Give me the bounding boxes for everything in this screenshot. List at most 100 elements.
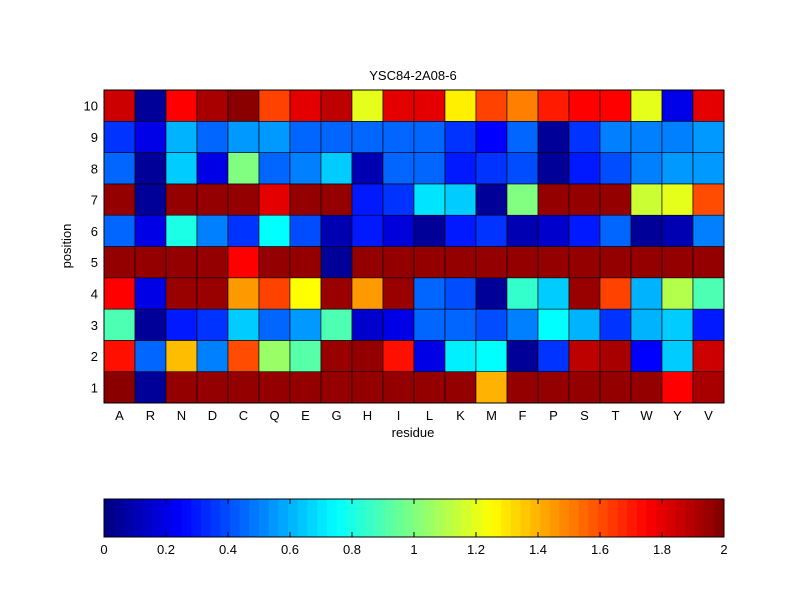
heatmap-cell	[630, 121, 663, 153]
x-tick-label: N	[177, 408, 186, 423]
heatmap-cell	[475, 371, 508, 404]
x-tick-label: Y	[673, 408, 682, 423]
heatmap-cell	[630, 183, 663, 216]
heatmap-cell	[289, 246, 322, 279]
heatmap-cell	[630, 214, 663, 247]
heatmap-cell	[103, 277, 136, 310]
heatmap-cell	[165, 214, 198, 247]
heatmap-cell	[692, 214, 725, 247]
heatmap-cell	[568, 89, 601, 122]
heatmap-cell	[630, 277, 663, 310]
heatmap-cell	[320, 246, 353, 279]
colorbar-segment	[394, 499, 405, 537]
heatmap-cell	[165, 246, 198, 279]
heatmap-cell	[444, 277, 477, 310]
heatmap-cell	[444, 152, 477, 185]
colorbar-segment	[171, 499, 182, 537]
colorbar-tick-label: 1.8	[653, 542, 671, 557]
heatmap-cell	[661, 152, 694, 185]
heatmap-cell	[692, 340, 725, 372]
heatmap-cell	[103, 371, 136, 404]
heatmap-cell	[103, 152, 136, 185]
heatmap-cell	[134, 89, 167, 122]
heatmap-cell	[289, 340, 322, 372]
heatmap-cell	[165, 152, 198, 185]
heatmap-cell	[661, 246, 694, 279]
heatmap-cell	[475, 308, 508, 341]
heatmap-cell	[320, 121, 353, 153]
colorbar-segment	[133, 499, 144, 537]
heatmap-cell	[134, 371, 167, 404]
heatmap-cell	[599, 152, 632, 185]
heatmap-cell	[413, 214, 446, 247]
heatmap-cell	[351, 277, 384, 310]
heatmap-cell	[196, 277, 229, 310]
x-tick-label: K	[456, 408, 465, 423]
heatmap-cells	[103, 89, 725, 404]
colorbar-segment	[210, 499, 221, 537]
y-tick-label: 2	[91, 349, 98, 364]
colorbar-segment	[559, 499, 570, 537]
heatmap-cell	[351, 246, 384, 279]
colorbar-segment	[675, 499, 686, 537]
colorbar-tick-label: 1.4	[529, 542, 547, 557]
heatmap-cell	[289, 308, 322, 341]
heatmap-cell	[506, 152, 539, 185]
heatmap-cell	[537, 308, 570, 341]
y-tick-label: 7	[91, 193, 98, 208]
heatmap-cell	[599, 371, 632, 404]
heatmap-cell	[258, 89, 291, 122]
heatmap-cell	[382, 89, 415, 122]
colorbar-segment	[404, 499, 415, 537]
colorbar-segment	[481, 499, 492, 537]
heatmap-cell	[196, 214, 229, 247]
heatmap-cell	[506, 214, 539, 247]
heatmap-cell	[134, 214, 167, 247]
heatmap-cell	[413, 152, 446, 185]
colorbar-segment	[549, 499, 560, 537]
heatmap-cell	[506, 308, 539, 341]
heatmap-cell	[103, 121, 136, 153]
colorbar-segment	[598, 499, 609, 537]
heatmap-cell	[413, 121, 446, 153]
x-tick-label: D	[208, 408, 217, 423]
colorbar-tick-label: 0.2	[157, 542, 175, 557]
heatmap-cell	[103, 89, 136, 122]
heatmap-cell	[320, 89, 353, 122]
colorbar-segment	[607, 499, 618, 537]
heatmap-cell	[537, 183, 570, 216]
colorbar-tick-label: 0.4	[219, 542, 237, 557]
colorbar-segment	[297, 499, 308, 537]
heatmap-cell	[599, 277, 632, 310]
colorbar-segment	[152, 499, 163, 537]
heatmap-cell	[537, 277, 570, 310]
heatmap-cell	[165, 308, 198, 341]
heatmap-cell	[413, 183, 446, 216]
heatmap-cell	[568, 121, 601, 153]
heatmap-cell	[289, 89, 322, 122]
heatmap-cell	[227, 340, 260, 372]
heatmap-cell	[289, 152, 322, 185]
colorbar-segment	[685, 499, 696, 537]
colorbar-segment	[259, 499, 270, 537]
x-tick-label: F	[519, 408, 527, 423]
heatmap-cell	[537, 214, 570, 247]
heatmap-cell	[165, 183, 198, 216]
heatmap-cell	[692, 152, 725, 185]
colorbar-segment	[200, 499, 212, 537]
colorbar-segment	[123, 499, 134, 537]
colorbar-segment	[317, 499, 328, 537]
colorbar-segment	[452, 499, 463, 537]
heatmap-cell	[320, 152, 353, 185]
heatmap-cell	[134, 246, 167, 279]
heatmap-cell	[413, 308, 446, 341]
heatmap-cell	[320, 183, 353, 216]
x-tick-label: G	[331, 408, 341, 423]
heatmap-cell	[568, 214, 601, 247]
heatmap-cell	[537, 121, 570, 153]
colorbar-segment	[462, 499, 473, 537]
heatmap-cell	[134, 340, 167, 372]
heatmap-cell	[165, 89, 198, 122]
heatmap-cell	[413, 371, 446, 404]
